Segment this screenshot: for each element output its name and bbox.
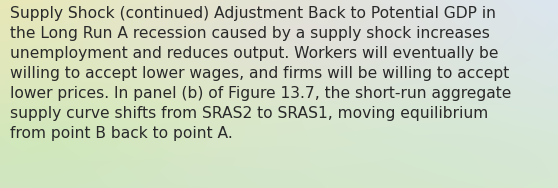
Text: Supply Shock (continued) Adjustment Back to Potential GDP in
the Long Run A rece: Supply Shock (continued) Adjustment Back… <box>10 6 512 141</box>
